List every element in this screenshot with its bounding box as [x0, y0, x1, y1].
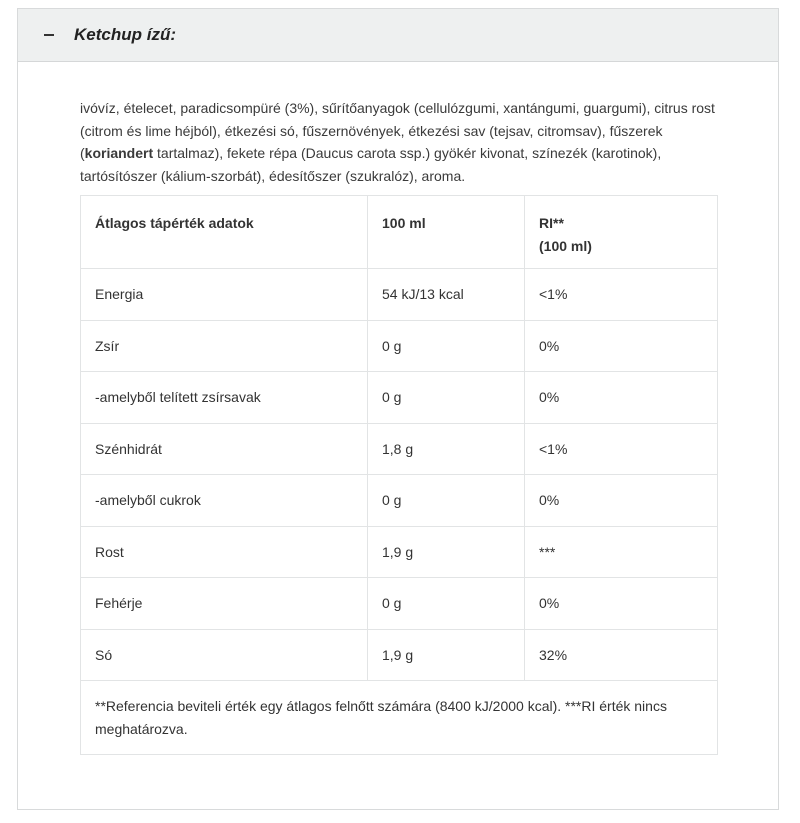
table-cell: -amelyből telített zsírsavak: [80, 371, 368, 424]
nutrition-table: Átlagos tápérték adatok 100 ml RI** (100 …: [80, 195, 718, 755]
table-cell: 0%: [524, 577, 718, 630]
accordion-header[interactable]: Ketchup ízű:: [18, 9, 778, 62]
table-row: Só 1,9 g 32%: [80, 628, 718, 681]
table-cell: 0 g: [367, 474, 525, 527]
table-cell: Zsír: [80, 319, 368, 372]
table-cell: 0%: [524, 319, 718, 372]
table-cell: -amelyből cukrok: [80, 474, 368, 527]
table-cell: 54 kJ/13 kcal: [367, 268, 525, 321]
table-row: Energia 54 kJ/13 kcal <1%: [80, 268, 718, 321]
table-cell: Szénhidrát: [80, 422, 368, 475]
table-cell: ***: [524, 525, 718, 578]
table-cell: Rost: [80, 525, 368, 578]
header-cell: RI** (100 ml): [524, 195, 718, 269]
table-row: Zsír 0 g 0%: [80, 319, 718, 372]
header-ri-unit: (100 ml): [539, 238, 592, 254]
table-cell: Só: [80, 628, 368, 681]
table-cell: 0%: [524, 371, 718, 424]
table-row: -amelyből cukrok 0 g 0%: [80, 474, 718, 527]
table-cell: 1,9 g: [367, 628, 525, 681]
table-row: -amelyből telített zsírsavak 0 g 0%: [80, 371, 718, 424]
table-cell: Energia: [80, 268, 368, 321]
table-cell: 0 g: [367, 577, 525, 630]
ingredients-part: tartalmaz), fekete répa (Daucus carota s…: [80, 145, 662, 184]
ingredients-part: ivóvíz, ételecet, paradicsompüré (3%), s…: [80, 100, 715, 161]
table-cell: 0%: [524, 474, 718, 527]
table-cell: 0 g: [367, 371, 525, 424]
header-cell: 100 ml: [367, 195, 525, 269]
table-cell: 1,9 g: [367, 525, 525, 578]
table-cell: 0 g: [367, 319, 525, 372]
table-cell: 32%: [524, 628, 718, 681]
table-row: Rost 1,9 g ***: [80, 525, 718, 578]
table-cell: <1%: [524, 268, 718, 321]
header-cell: Átlagos tápérték adatok: [80, 195, 368, 269]
table-row: Fehérje 0 g 0%: [80, 577, 718, 630]
section-title: Ketchup ízű:: [74, 25, 176, 44]
footnote-row: **Referencia beviteli érték egy átlagos …: [80, 680, 718, 755]
allergen-highlight: koriandert: [84, 145, 154, 161]
header-ri: RI**: [539, 215, 564, 231]
table-row: Szénhidrát 1,8 g <1%: [80, 422, 718, 475]
table-cell: 1,8 g: [367, 422, 525, 475]
minus-icon[interactable]: [44, 34, 54, 36]
table-header-row: Átlagos tápérték adatok 100 ml RI** (100 …: [80, 195, 718, 269]
table-cell: <1%: [524, 422, 718, 475]
footnote: **Referencia beviteli érték egy átlagos …: [80, 680, 718, 755]
accordion-section: Ketchup ízű: ivóvíz, ételecet, paradicso…: [17, 8, 779, 810]
table-cell: Fehérje: [80, 577, 368, 630]
ingredients-text: ivóvíz, ételecet, paradicsompüré (3%), s…: [80, 97, 730, 187]
